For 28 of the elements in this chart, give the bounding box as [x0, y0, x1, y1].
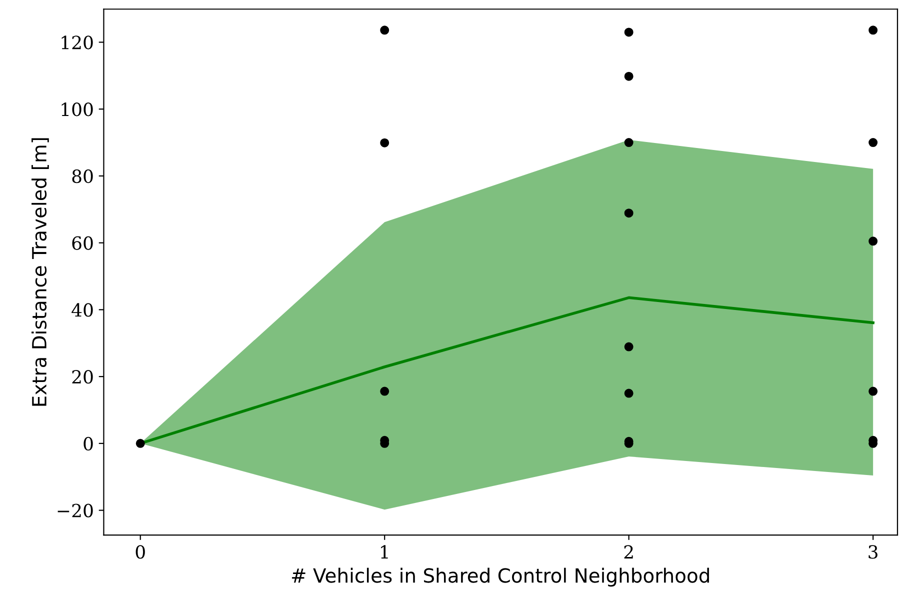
y-tick-label: 0 — [84, 436, 93, 451]
point — [136, 438, 145, 448]
x-axis-title: # Vehicles in Shared Control Neighborhood — [292, 568, 709, 587]
point — [380, 138, 390, 148]
y-tick-label: 40 — [72, 303, 93, 317]
x-tick-label: 3 — [868, 545, 878, 559]
x-tick-label: 2 — [624, 545, 633, 558]
point — [868, 236, 878, 246]
point — [624, 208, 634, 218]
point — [624, 388, 634, 398]
point — [624, 72, 634, 81]
point — [624, 138, 634, 148]
point — [624, 342, 634, 352]
point — [624, 28, 634, 37]
y-tick-label: 60 — [72, 236, 93, 250]
y-tick-label: 120 — [62, 36, 93, 50]
point — [868, 386, 878, 396]
point — [380, 386, 390, 396]
y-tick-label: 80 — [72, 169, 93, 184]
x-tick-label: 0 — [136, 545, 145, 559]
point — [868, 26, 878, 35]
y-tick-label: 20 — [72, 370, 93, 384]
y-tick-label: 100 — [62, 102, 93, 116]
point — [380, 26, 390, 35]
y-axis-title: Extra Distance Traveled [m] — [32, 138, 49, 406]
y-tick-label: −20 — [58, 504, 93, 518]
point — [868, 138, 878, 148]
x-tick-label: 1 — [381, 545, 388, 558]
